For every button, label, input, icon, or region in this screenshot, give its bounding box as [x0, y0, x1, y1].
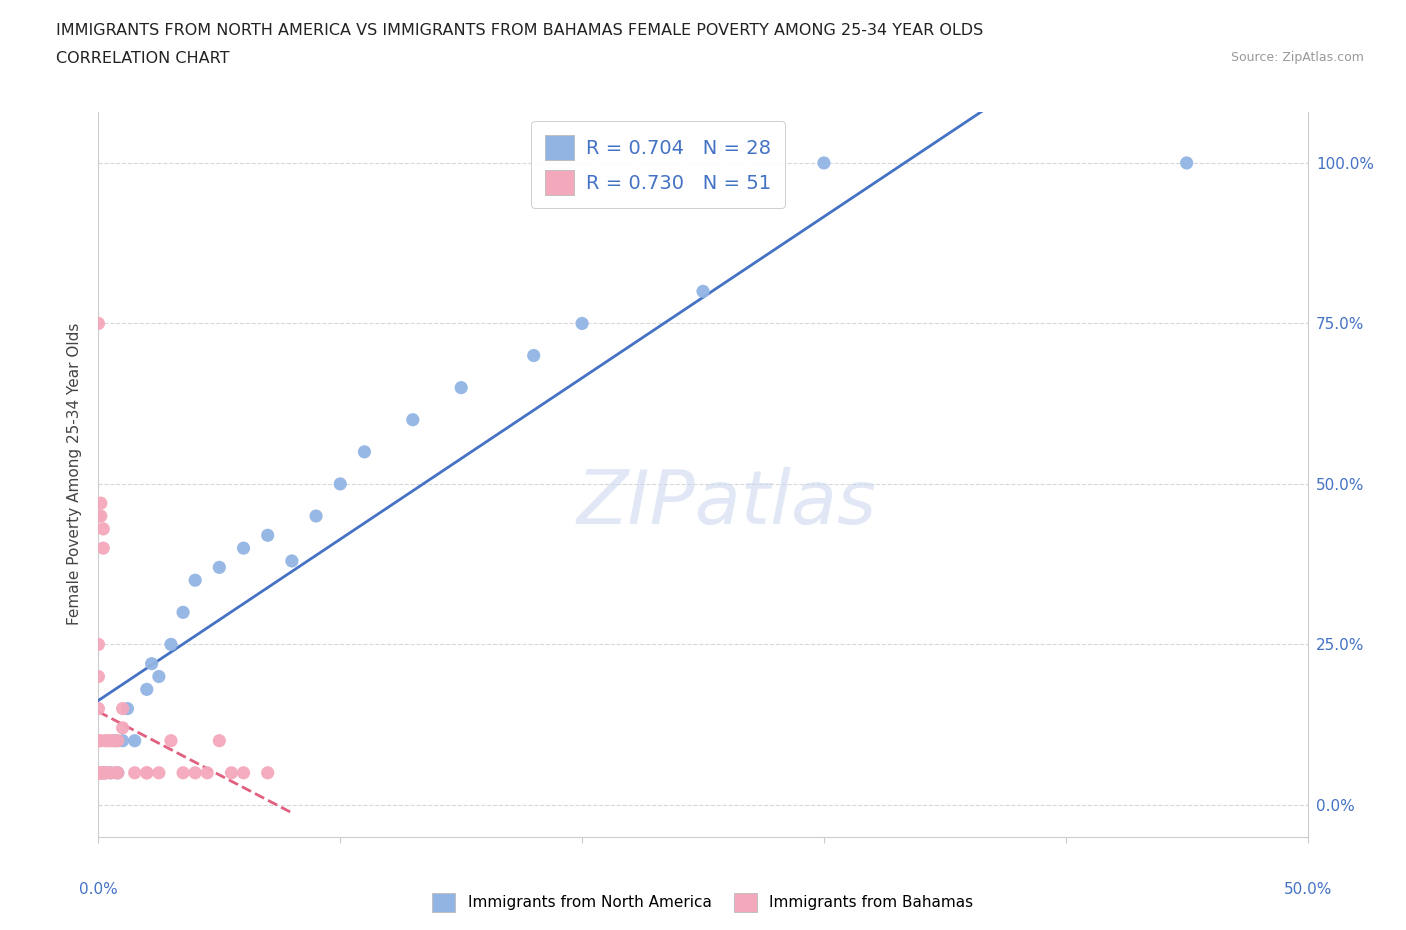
- Point: [135, 765, 157, 780]
- Point: [87, 765, 110, 780]
- Point: [100, 765, 122, 780]
- Point: [90, 765, 112, 780]
- Point: [100, 733, 122, 748]
- Point: [87, 765, 110, 780]
- Text: 0.0%: 0.0%: [79, 882, 118, 897]
- Point: [111, 701, 134, 716]
- Point: [87, 765, 110, 780]
- Point: [94, 765, 117, 780]
- Point: [91, 540, 114, 555]
- Point: [97, 733, 120, 748]
- Text: IMMIGRANTS FROM NORTH AMERICA VS IMMIGRANTS FROM BAHAMAS FEMALE POVERTY AMONG 25: IMMIGRANTS FROM NORTH AMERICA VS IMMIGRA…: [56, 23, 983, 38]
- Point: [87, 316, 110, 331]
- Point: [148, 669, 170, 684]
- Point: [117, 701, 139, 716]
- Point: [208, 560, 231, 575]
- Point: [813, 155, 835, 170]
- Point: [91, 765, 114, 780]
- Point: [281, 553, 304, 568]
- Point: [90, 765, 112, 780]
- Point: [107, 765, 129, 780]
- Point: [90, 496, 112, 511]
- Point: [523, 348, 546, 363]
- Point: [402, 412, 425, 427]
- Point: [90, 765, 112, 780]
- Point: [305, 509, 328, 524]
- Point: [104, 733, 127, 748]
- Point: [87, 765, 110, 780]
- Point: [87, 509, 110, 524]
- Point: [124, 733, 146, 748]
- Point: [91, 765, 114, 780]
- Point: [111, 733, 134, 748]
- Point: [107, 733, 129, 748]
- Text: CORRELATION CHART: CORRELATION CHART: [56, 51, 229, 66]
- Point: [101, 733, 124, 748]
- Point: [172, 765, 194, 780]
- Point: [94, 733, 117, 748]
- Point: [195, 765, 218, 780]
- Point: [124, 765, 146, 780]
- Point: [160, 637, 183, 652]
- Text: 50.0%: 50.0%: [1284, 882, 1331, 897]
- Point: [135, 765, 157, 780]
- Point: [87, 733, 110, 748]
- Point: [87, 733, 110, 748]
- Point: [256, 765, 278, 780]
- Point: [208, 733, 231, 748]
- Point: [87, 701, 110, 716]
- Point: [87, 765, 110, 780]
- Point: [90, 509, 112, 524]
- Point: [232, 540, 254, 555]
- Point: [87, 765, 110, 780]
- Point: [100, 765, 122, 780]
- Point: [91, 522, 114, 537]
- Point: [107, 765, 129, 780]
- Point: [329, 476, 352, 491]
- Text: Source: ZipAtlas.com: Source: ZipAtlas.com: [1230, 51, 1364, 64]
- Point: [87, 669, 110, 684]
- Legend: R = 0.704   N = 28, R = 0.730   N = 51: R = 0.704 N = 28, R = 0.730 N = 51: [531, 121, 785, 208]
- Point: [87, 765, 110, 780]
- Point: [87, 637, 110, 652]
- Point: [184, 573, 207, 588]
- Point: [87, 765, 110, 780]
- Point: [353, 445, 375, 459]
- Point: [256, 528, 278, 543]
- Point: [450, 380, 472, 395]
- Point: [160, 733, 183, 748]
- Point: [1175, 155, 1198, 170]
- Point: [94, 765, 117, 780]
- Point: [90, 765, 112, 780]
- Point: [571, 316, 593, 331]
- Y-axis label: Female Poverty Among 25-34 Year Olds: Female Poverty Among 25-34 Year Olds: [67, 323, 83, 626]
- Point: [692, 284, 714, 299]
- Text: ZIPatlas: ZIPatlas: [576, 467, 877, 539]
- Point: [172, 604, 194, 619]
- Point: [232, 765, 254, 780]
- Point: [184, 765, 207, 780]
- Legend: Immigrants from North America, Immigrants from Bahamas: Immigrants from North America, Immigrant…: [426, 887, 980, 918]
- Point: [111, 721, 134, 736]
- Point: [221, 765, 243, 780]
- Point: [91, 765, 114, 780]
- Point: [90, 733, 112, 748]
- Point: [141, 657, 163, 671]
- Point: [104, 765, 127, 780]
- Point: [135, 682, 157, 697]
- Point: [94, 765, 117, 780]
- Point: [87, 765, 110, 780]
- Point: [148, 765, 170, 780]
